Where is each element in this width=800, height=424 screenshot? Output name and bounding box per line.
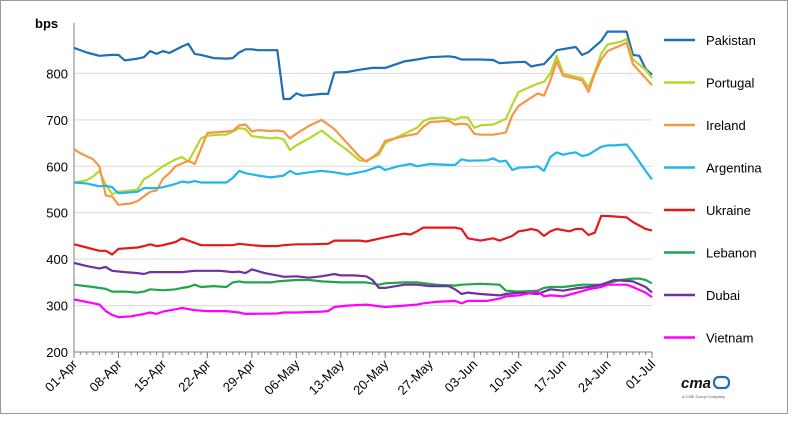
- cma-logo: cma A CME Group Company: [681, 375, 731, 399]
- x-tick-label: 13-May: [306, 356, 348, 398]
- legend-label-vietnam: Vietnam: [706, 331, 753, 346]
- x-tick-label: 15-Apr: [131, 356, 170, 395]
- legend-label-ukraine: Ukraine: [706, 203, 751, 218]
- series-lines: [73, 30, 653, 319]
- series-line-lebanon: [73, 277, 653, 294]
- series-line-vietnam: [73, 283, 653, 319]
- x-tick-label: 17-Jun: [530, 357, 569, 396]
- y-tick-label: 700: [46, 113, 68, 128]
- x-tick-label: 24-Jun: [575, 357, 614, 396]
- axes: [73, 23, 653, 358]
- legend-label-argentina: Argentina: [706, 161, 762, 176]
- line-chart: bps 200 300 400 500 600 700 800 01-Apr 08-Apr 15-…: [35, 16, 762, 399]
- x-tick-label: 29-Apr: [220, 356, 259, 395]
- y-tick-label: 400: [46, 252, 68, 267]
- gridlines: [74, 72, 652, 307]
- x-tick-label: 08-Apr: [86, 356, 125, 395]
- x-tick-label: 01-Apr: [42, 356, 81, 395]
- chart-frame: bps 200 300 400 500 600 700 800 01-Apr 08-Apr 15-…: [0, 0, 788, 414]
- y-tick-label: 300: [46, 299, 68, 314]
- x-tick-label: 06-May: [261, 356, 303, 398]
- logo-tagline: A CME Group Company: [682, 394, 725, 399]
- x-tick-label: 10-Jun: [486, 357, 525, 396]
- logo-brand-text: cma: [681, 375, 711, 392]
- legend-label-lebanon: Lebanon: [706, 246, 757, 261]
- series-line-dubai: [73, 261, 653, 297]
- y-tick-label: 600: [46, 159, 68, 174]
- series-line-pakistan: [73, 30, 653, 101]
- legend-label-pakistan: Pakistan: [706, 33, 756, 48]
- x-tick-label: 03-Jun: [442, 357, 481, 396]
- legend-label-dubai: Dubai: [706, 288, 740, 303]
- series-line-argentina: [73, 143, 653, 195]
- logo-mark-icon: [712, 375, 731, 390]
- series-line-ukraine: [73, 214, 653, 256]
- series-line-ireland: [73, 41, 653, 206]
- y-tick-label: 200: [46, 345, 68, 360]
- legend-label-ireland: Ireland: [706, 118, 746, 133]
- x-tick-label: 20-May: [350, 356, 392, 398]
- y-tick-label: 800: [46, 66, 68, 81]
- legend: Pakistan Portugal Ireland Argentina Ukraine L…: [664, 33, 762, 346]
- x-tick-label: 22-Apr: [175, 356, 214, 395]
- legend-label-portugal: Portugal: [706, 76, 755, 91]
- x-tick-label: 01-Jul: [622, 356, 658, 392]
- y-tick-label: 500: [46, 206, 68, 221]
- y-axis-label: bps: [35, 16, 58, 31]
- x-tick-label: 27-May: [395, 356, 437, 398]
